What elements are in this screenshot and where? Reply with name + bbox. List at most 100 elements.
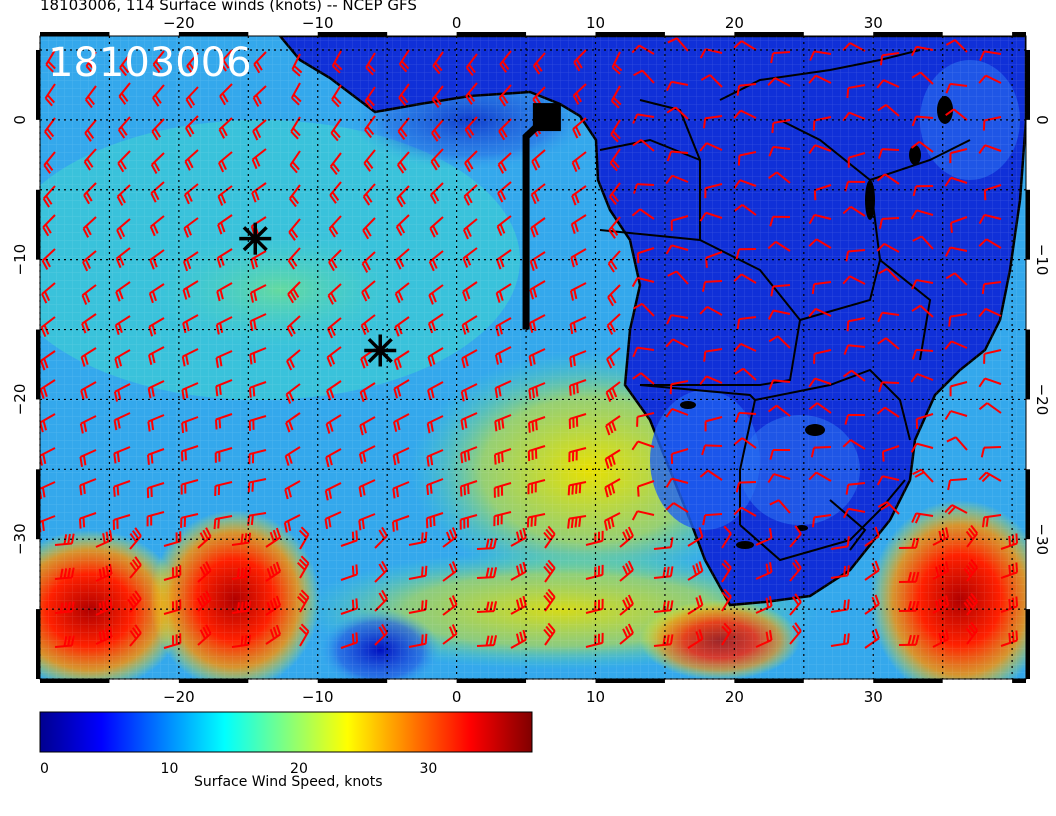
wind-barb: [43, 151, 56, 174]
markers: [239, 103, 561, 367]
wind-barb: [358, 513, 376, 531]
wind-barb: [358, 445, 376, 464]
wind-barb: [393, 350, 410, 371]
wind-barb: [395, 214, 410, 237]
wind-barb: [932, 561, 950, 580]
wind-barb: [619, 560, 634, 582]
wind-barb: [340, 632, 359, 649]
wind-barb: [701, 280, 723, 292]
wind-barb: [129, 624, 142, 647]
wind-barb: [498, 118, 512, 141]
wind-barb: [605, 381, 621, 402]
wind-barb: [197, 527, 212, 549]
wind-barb: [252, 85, 267, 107]
wind-barb: [568, 413, 587, 429]
wind-barb: [847, 152, 866, 168]
wind-barb: [459, 480, 478, 497]
wind-barb: [231, 600, 252, 614]
wind-barb: [42, 214, 56, 237]
wind-barb: [876, 242, 900, 253]
wind-barb: [1000, 596, 1019, 613]
wind-barb: [789, 593, 802, 616]
wind-barb: [944, 504, 968, 515]
wind-barb: [249, 313, 267, 332]
wind-barb: [361, 251, 376, 273]
wind-barb: [197, 624, 212, 646]
wind-barb: [607, 250, 621, 273]
wind-barb: [910, 442, 934, 453]
frame-band: [734, 32, 804, 36]
wind-barb: [912, 468, 934, 483]
wind-barb: [117, 150, 131, 173]
wind-barb: [877, 337, 900, 350]
wind-barb: [665, 502, 689, 513]
wind-barb: [247, 478, 267, 493]
wind-barb: [911, 304, 934, 318]
wind-barb: [113, 383, 131, 402]
wind-barb: [115, 281, 131, 302]
wind-barb: [426, 415, 444, 434]
colorbar-tick-label: 20: [290, 761, 308, 777]
wind-barb: [231, 566, 252, 580]
wind-barb: [830, 536, 850, 550]
wind-barb: [911, 279, 934, 290]
wind-barb: [653, 566, 674, 579]
wind-barb: [40, 379, 56, 399]
wind-barb: [214, 447, 233, 463]
wind-barb: [767, 473, 791, 484]
wind-barb: [442, 527, 458, 548]
lon-label-bottom: 20: [725, 688, 744, 706]
wind-barb: [182, 314, 199, 334]
wind-barb: [605, 415, 621, 436]
wind-barb: [358, 479, 376, 498]
wind-barb: [324, 482, 342, 501]
wind-barb: [528, 382, 546, 400]
wind-barb: [699, 211, 723, 222]
wind-barb: [911, 512, 934, 524]
wind-barb: [979, 50, 1002, 61]
wind-barb: [359, 382, 376, 402]
wind-barb: [248, 415, 267, 431]
wind-barb: [361, 280, 376, 302]
wind-barb: [912, 185, 934, 197]
wind-barb: [290, 82, 302, 106]
wind-barb: [978, 471, 1002, 483]
wind-barb: [699, 469, 723, 481]
wind-barb: [811, 514, 832, 528]
wind-barb: [117, 116, 131, 139]
wind-barb: [429, 216, 444, 238]
frame-band: [1012, 32, 1026, 36]
wind-barb: [898, 571, 920, 583]
wind-barb: [721, 559, 732, 583]
wind-barb: [770, 51, 791, 64]
wind-barb: [429, 182, 444, 205]
wind-barb: [944, 340, 968, 350]
frame-band: [40, 32, 110, 36]
wind-barb: [699, 48, 723, 59]
wind-barb: [425, 512, 444, 529]
wind-barb: [670, 448, 689, 464]
lat-label-left: −30: [11, 523, 29, 555]
wind-barb: [95, 564, 113, 582]
wind-barb: [283, 514, 301, 533]
wind-barb: [113, 446, 131, 464]
wind-barb: [932, 629, 950, 648]
frame-band: [734, 679, 804, 683]
wind-barb: [494, 414, 512, 432]
wind-barb: [113, 412, 131, 431]
wind-barb: [129, 527, 142, 550]
wind-barb: [149, 249, 165, 270]
axis-labels: −20 −20 −10 −10 0 0 10 10 20 20 30 30 0 0 −10 −10 −20 −20…: [11, 14, 1051, 706]
wind-barb: [288, 218, 301, 241]
wind-barb: [768, 335, 791, 349]
wind-barb: [442, 561, 458, 582]
wind-barb: [330, 118, 342, 142]
frame-band: [1026, 469, 1030, 540]
wind-barb: [733, 203, 757, 216]
wind-barb: [632, 183, 655, 194]
wind-barb: [44, 83, 56, 107]
wind-barb: [877, 148, 900, 159]
wind-barb: [149, 215, 165, 237]
wind-barbs: [40, 37, 1019, 649]
colorbar: [39, 711, 533, 753]
